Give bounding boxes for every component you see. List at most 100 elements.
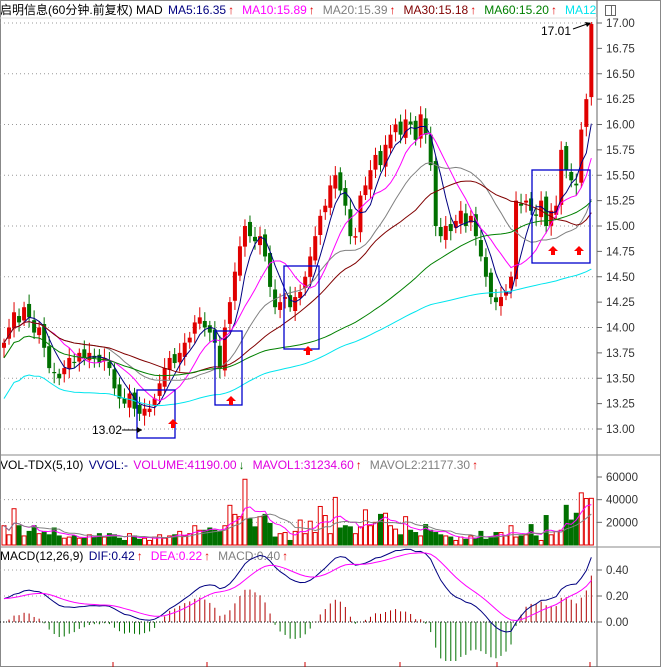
volume-bar: [21, 535, 27, 546]
candle: [358, 195, 363, 233]
arrow-up-icon: ↑: [550, 3, 557, 17]
candle: [313, 236, 318, 261]
volume-bar: [61, 537, 67, 546]
volume-bar: [513, 536, 519, 546]
volume-bar: [106, 533, 112, 546]
volume-title: VOL-TDX(5,10): [0, 458, 84, 472]
candle: [232, 271, 237, 301]
candle: [448, 224, 453, 232]
candle: [393, 124, 398, 133]
axis-tick-label: 13.25: [606, 399, 635, 411]
volume-bar: [147, 539, 153, 546]
volume-bar: [337, 527, 343, 546]
volume-bar: [357, 526, 363, 546]
volume-bar: [247, 518, 253, 546]
volume-bar: [388, 525, 394, 546]
header-value: MA30:15.18: [403, 3, 469, 17]
candle: [137, 404, 142, 414]
candle: [539, 200, 544, 218]
candle: [408, 121, 413, 125]
volume-bar: [56, 535, 62, 546]
volume-bar: [217, 530, 223, 546]
header-value: MAVOL1:31234.60: [252, 458, 354, 472]
volume-bar: [207, 527, 213, 546]
volume-bar: [362, 509, 368, 546]
volume-bar: [383, 512, 389, 546]
arrow-up-icon: [574, 246, 584, 255]
volume-bar: [287, 539, 293, 546]
volume-bar: [573, 512, 579, 546]
volume-bar: [317, 505, 323, 546]
volume-bar: [563, 504, 569, 546]
candle: [363, 185, 368, 196]
dif-line: [3, 548, 592, 633]
volume-bar: [503, 535, 509, 546]
arrow-up-icon: ↑: [472, 458, 479, 472]
candle: [32, 320, 37, 333]
candle: [323, 205, 328, 213]
volume-bar: [81, 537, 87, 546]
macd-header: MACD(12,26,9) DIF:0.42 ↑ DEA:0.22 ↑ MACD:0.4…: [0, 548, 596, 565]
volume-bar: [257, 516, 263, 546]
candle: [458, 210, 463, 224]
candle: [433, 161, 438, 226]
axis-tick-label: 0.20: [606, 591, 628, 603]
volume-bar: [453, 539, 459, 546]
candle: [7, 327, 12, 339]
candle: [333, 175, 338, 189]
candle: [247, 221, 252, 237]
candle: [348, 209, 353, 237]
candle: [162, 368, 167, 387]
candle: [338, 172, 343, 191]
header-value: MACD:0.40: [218, 549, 281, 563]
axis-tick-label: 0.00: [606, 617, 628, 629]
volume-bar: [378, 513, 383, 546]
candle: [122, 398, 127, 404]
volume-bar: [277, 533, 283, 546]
candle: [47, 346, 52, 369]
header-value: MAVOL2:21177.30: [369, 458, 471, 472]
volume-bar: [433, 532, 439, 546]
candle: [217, 345, 222, 369]
axis-tick-label: 15.00: [606, 221, 635, 233]
volume-bar: [312, 532, 318, 546]
volume-bar: [538, 539, 544, 546]
volume-bar: [493, 532, 499, 546]
candle: [22, 307, 27, 321]
price-header: 启明信息(60分钟.前复权) MAD MA5:16.35 ↑ MA10:15.89 ↑…: [0, 2, 596, 19]
candle: [283, 297, 288, 299]
volume-bar: [212, 529, 218, 546]
volume-bar: [167, 535, 173, 546]
candle: [398, 121, 403, 135]
ma20-line: [3, 162, 592, 381]
volume-bar: [127, 533, 132, 546]
candle: [107, 361, 112, 369]
volume-bar: [322, 515, 328, 546]
candle: [72, 361, 77, 364]
panel-toggle-icon[interactable]: [605, 5, 616, 16]
header-value: MA5:16.35: [168, 3, 227, 17]
candle: [589, 24, 594, 98]
axis-tick-label: 60000: [606, 472, 638, 484]
arrow-up-icon: [226, 396, 236, 405]
candle: [127, 393, 132, 408]
candle: [37, 327, 42, 336]
volume-bar: [458, 536, 464, 546]
candle: [514, 200, 519, 280]
volume-bar: [548, 534, 554, 546]
candle: [57, 373, 62, 379]
candle: [237, 246, 242, 276]
header-value: MA12: [564, 3, 596, 17]
volume-bar: [121, 539, 127, 546]
volume-bar: [46, 534, 52, 546]
candle: [167, 357, 172, 370]
candle: [549, 210, 554, 226]
candle: [373, 154, 378, 170]
volume-bar: [142, 537, 148, 546]
candle: [413, 120, 418, 140]
highlight-box: [136, 389, 176, 439]
volume-bar: [568, 519, 574, 546]
axis-tick-label: 16.75: [606, 43, 635, 55]
candle: [544, 196, 549, 226]
